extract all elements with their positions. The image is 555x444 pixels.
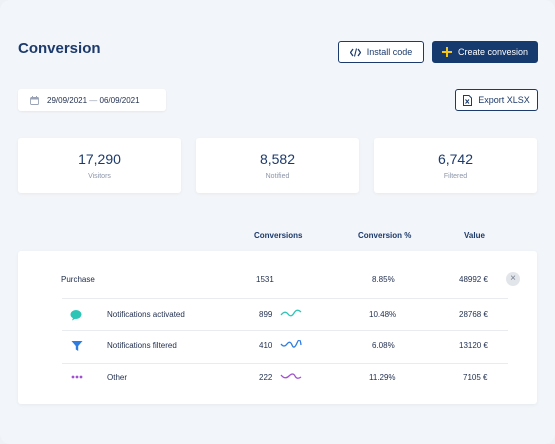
stat-value: 8,582 bbox=[259, 151, 296, 167]
calendar-icon bbox=[30, 95, 39, 105]
row-pct: 11.29% bbox=[369, 373, 396, 382]
date-end: 06/09/2021 bbox=[99, 95, 140, 105]
row-label: Other bbox=[107, 373, 128, 382]
row-conversions: 222 bbox=[259, 373, 273, 382]
sparkline-icon bbox=[280, 309, 302, 317]
dots-icon bbox=[71, 375, 83, 379]
row-value: 28768 € bbox=[459, 310, 488, 319]
export-xlsx-label: Export XLSX bbox=[478, 95, 530, 105]
stat-label: Notified bbox=[265, 173, 290, 180]
row-divider bbox=[62, 330, 508, 331]
excel-file-icon bbox=[463, 94, 473, 106]
row-value: 13120 € bbox=[459, 341, 488, 350]
row-divider bbox=[62, 363, 508, 364]
code-icon bbox=[349, 47, 361, 57]
stat-value: 17,290 bbox=[78, 151, 121, 167]
stat-value: 6,742 bbox=[437, 151, 474, 167]
chat-bubble-icon bbox=[70, 310, 82, 321]
row-pct: 8.85% bbox=[372, 275, 395, 284]
row-pct: 10.48% bbox=[369, 310, 397, 319]
row-conversions: 410 bbox=[259, 341, 273, 350]
row-divider bbox=[62, 298, 508, 299]
create-conversion-button[interactable]: Create convesion bbox=[432, 41, 538, 63]
row-conversions: 899 bbox=[259, 310, 273, 319]
stat-label: Filtered bbox=[443, 173, 468, 180]
row-label: Purchase bbox=[61, 275, 95, 284]
funnel-icon bbox=[71, 341, 83, 351]
column-header-conversions[interactable]: Conversions bbox=[254, 231, 303, 240]
page-title: Conversion bbox=[18, 40, 101, 57]
row-value: 48992 € bbox=[459, 275, 488, 284]
row-conversions: 1531 bbox=[256, 275, 274, 284]
date-separator: — bbox=[89, 95, 98, 105]
install-code-label: Install code bbox=[366, 47, 413, 57]
plus-icon bbox=[441, 47, 452, 57]
install-code-button[interactable]: Install code bbox=[338, 41, 424, 63]
date-start: 29/09/2021 bbox=[47, 95, 88, 105]
row-label: Notifications activated bbox=[107, 310, 185, 319]
sparkline-icon bbox=[280, 340, 302, 348]
stat-card-notified: 8,582 Notified bbox=[196, 138, 359, 193]
column-header-conversion-pct[interactable]: Conversion % bbox=[358, 231, 412, 240]
conversion-table: Purchase 1531 8.85% 48992 € × Notificati… bbox=[18, 251, 537, 404]
row-pct: 6.08% bbox=[372, 341, 395, 350]
date-range-picker[interactable]: 29/09/2021 — 06/09/2021 bbox=[18, 89, 166, 111]
stat-label: Visitors bbox=[88, 173, 111, 180]
column-header-value[interactable]: Value bbox=[464, 231, 485, 240]
close-icon[interactable]: × bbox=[506, 272, 520, 286]
row-value: 7105 € bbox=[463, 373, 488, 382]
sparkline-icon bbox=[280, 373, 302, 379]
create-conversion-label: Create convesion bbox=[457, 47, 529, 57]
row-label: Notifications filtered bbox=[107, 341, 177, 350]
stat-card-visitors: 17,290 Visitors bbox=[18, 138, 181, 193]
export-xlsx-button[interactable]: Export XLSX bbox=[455, 89, 538, 111]
stat-card-filtered: 6,742 Filtered bbox=[374, 138, 537, 193]
